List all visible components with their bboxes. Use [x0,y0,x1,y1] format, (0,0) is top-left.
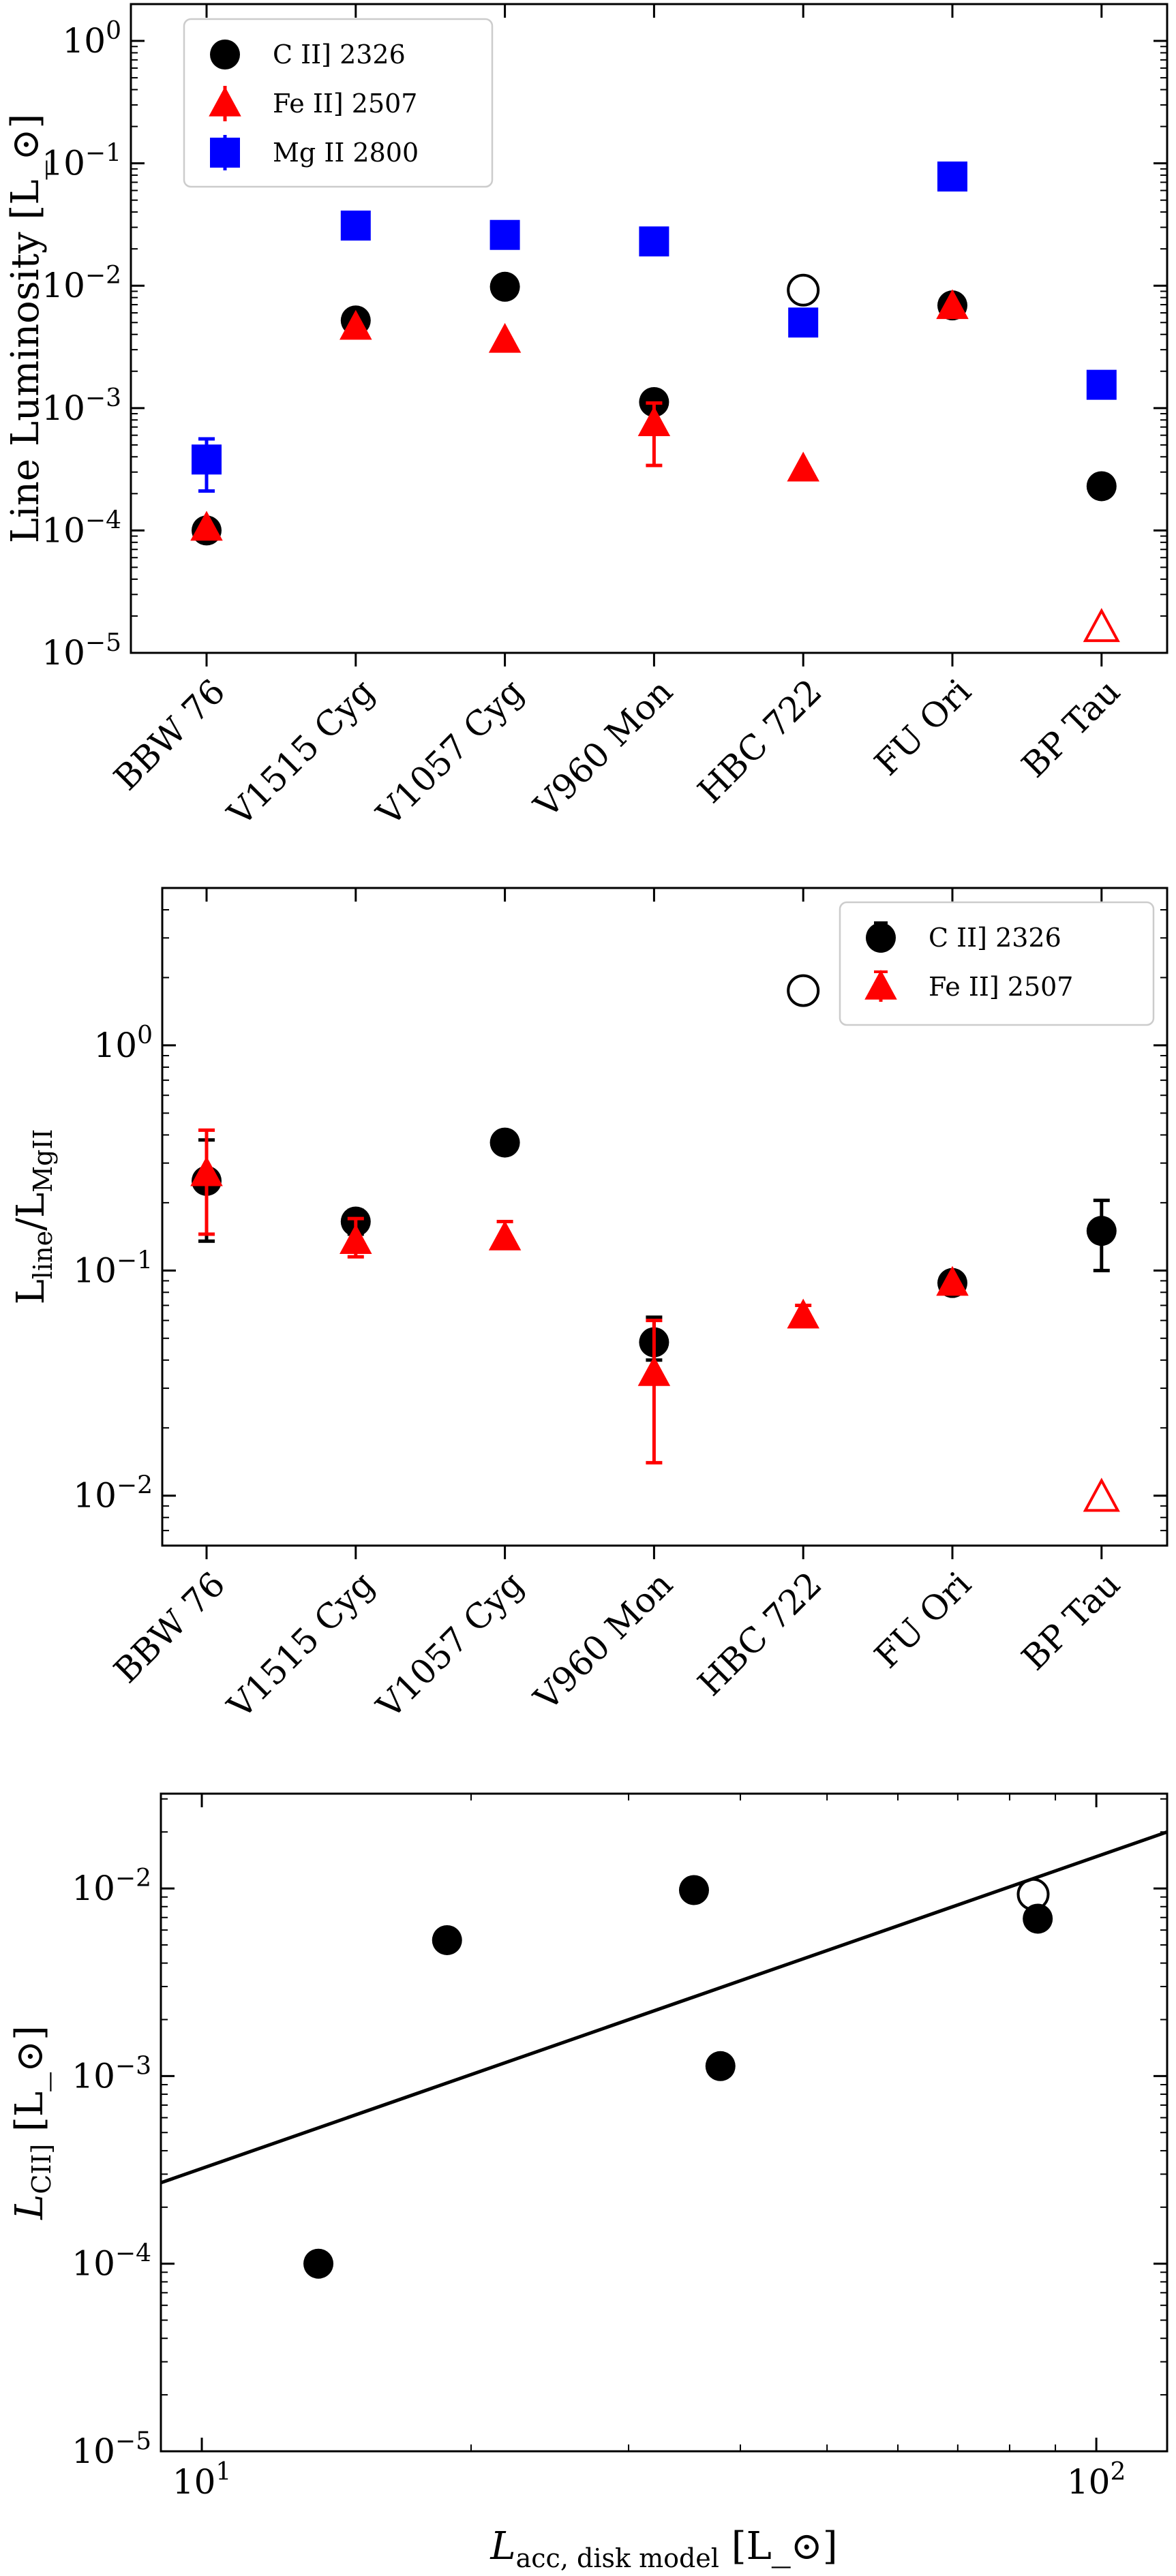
y-tick-label: 10−2 [73,1472,153,1516]
data-point-open [1083,1477,1120,1512]
fit-line [160,1830,1168,2185]
series-triangle [190,289,1120,643]
data-point [705,2051,736,2081]
data-point [340,1224,372,1255]
plot-frame [161,887,1169,1547]
y-tick-label: 10−4 [42,506,121,550]
data-point [637,1355,671,1386]
data-point-open [787,974,820,1007]
y-axis-label: Lline/LMgII [9,1129,58,1305]
legend-label: Fe II] 2507 [273,89,418,119]
data-point [788,307,819,338]
legend-label: Mg II 2800 [273,138,419,168]
data-point [637,406,671,437]
data-point [192,444,222,475]
series-triangle [190,1128,1120,1512]
data-point [190,510,223,541]
data-point [936,1266,969,1296]
data-point [1086,1216,1117,1246]
y-axis-label: Line Luminosity [L_⊙] [3,114,48,544]
data-point [489,219,520,250]
data-point [639,226,669,257]
y-tick-label: 10−5 [72,2427,151,2471]
y-tick-label: 10−3 [72,2052,151,2096]
y-tick-label: 10−5 [42,629,121,673]
y-tick-label: 10−1 [42,140,121,183]
legend-label: Fe II] 2507 [929,972,1074,1002]
x-tick-label: 102 [1067,2458,1126,2502]
x-axis-label: Lacc, disk model [L_⊙] [489,2524,837,2573]
data-point [488,322,522,353]
y-tick-label: 10−1 [73,1246,153,1290]
series-square [192,162,1117,493]
legend-marker [866,923,896,953]
data-point [340,309,372,340]
data-point [1086,369,1117,400]
data-point-open [1016,1877,1050,1911]
data-point [936,289,969,320]
y-tick-label: 10−2 [42,262,121,305]
data-point-open [787,273,820,307]
data-point [488,1221,522,1251]
y-tick-label: 10−3 [42,384,121,428]
legend-marker [210,40,240,70]
plot-frame [160,1792,1169,2453]
data-point [787,451,819,482]
data-point-open [1083,608,1120,643]
panel-3: 10−5 10−4 10−3 10−2 101 102 LCII] [L_⊙] Lacc, d… [7,1792,1169,2573]
data-point [303,2248,334,2279]
legend-label: C II] 2326 [929,923,1061,953]
x-tick-label: 101 [172,2458,232,2502]
legend-label: C II] 2326 [273,40,406,70]
data-point [489,1127,520,1158]
data-point [787,1298,819,1329]
legend-marker [209,87,241,117]
data-point [190,1156,223,1186]
data-point [1023,1903,1053,1934]
y-tick-label: 100 [93,1022,153,1065]
data-point [432,1925,462,1955]
y-axis-label: LCII] [L_⊙] [7,2025,57,2220]
data-point [937,162,967,192]
data-point [678,1875,709,1905]
legend-marker [864,970,897,1000]
data-point [340,210,371,241]
y-tick-label: 100 [62,17,121,61]
plot-frame [130,3,1169,654]
data-point [489,271,520,302]
legend [839,901,1155,1026]
y-tick-label: 10−4 [72,2240,151,2284]
y-tick-label: 10−2 [72,1865,151,1908]
legend [183,18,494,188]
data-point [1086,471,1117,502]
legend-marker [210,138,240,168]
